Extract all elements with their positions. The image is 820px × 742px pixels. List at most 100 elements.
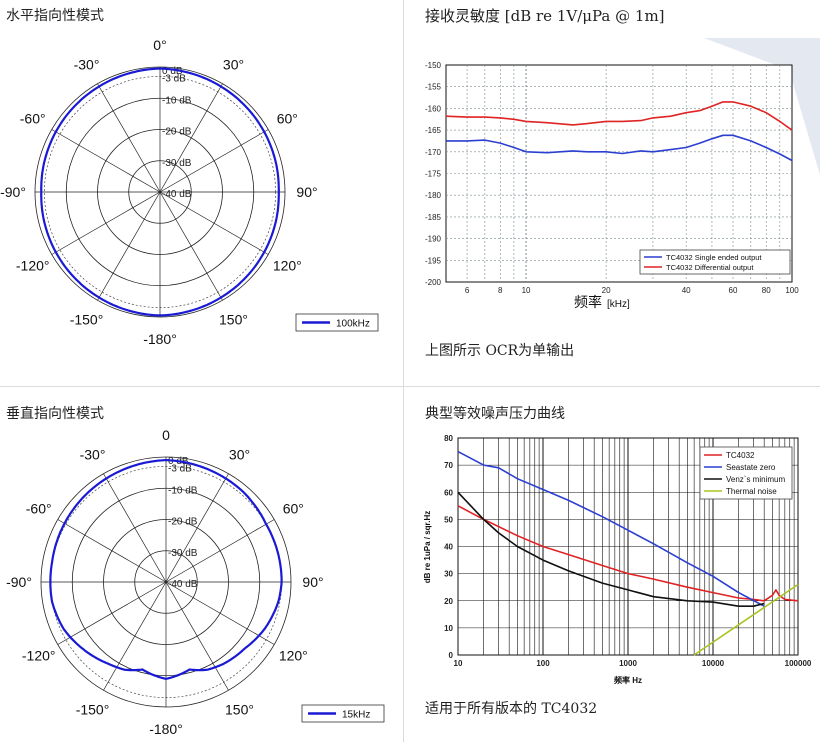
polar-legend-label: 100kHz	[336, 319, 370, 330]
y-tick-label: 60	[444, 488, 453, 497]
y-tick-label: -165	[425, 126, 442, 135]
radial-label: -10 dB	[168, 485, 198, 496]
polar-spoke	[57, 581, 167, 645]
angle-label: 0°	[153, 37, 166, 53]
y-tick-label: 50	[444, 515, 453, 524]
sensitivity-title: 接收灵敏度 [dB re 1V/μPa @ 1m]	[425, 7, 665, 25]
polar-spoke	[159, 191, 223, 301]
polar-spoke	[159, 83, 223, 193]
polar-spoke	[97, 191, 161, 301]
angle-label: -180°	[143, 331, 177, 347]
series-line	[457, 491, 765, 607]
polar-spoke	[97, 83, 161, 193]
angle-label: -150°	[76, 701, 110, 717]
angle-label: -30°	[74, 57, 100, 73]
y-tick-label: -190	[425, 235, 442, 244]
radial-label: -3 dB	[162, 73, 186, 84]
angle-label: 60°	[277, 111, 298, 127]
polar-spoke	[57, 519, 167, 583]
x-tick-label: 80	[762, 286, 771, 295]
y-axis-label: dB re 1uPa / sqr.Hz	[423, 511, 432, 583]
angle-label: -90°	[6, 574, 32, 590]
sensitivity-chart: -150 -155 -160 -165 -170 -175 -180 -185 -190 -195…	[425, 38, 820, 310]
polar-legend-box	[301, 704, 385, 723]
legend-label: TC4032	[726, 451, 755, 460]
polar-spoke	[165, 473, 229, 583]
y-tick-label: -170	[425, 148, 442, 157]
sensitivity-caption: 上图所示 OCR为单输出	[425, 343, 575, 359]
angle-label: -120°	[22, 648, 56, 664]
radial-label: -40 dB	[162, 189, 192, 200]
angle-label: 90°	[296, 184, 317, 200]
radial-label: -20 dB	[168, 517, 198, 528]
y-tick-label: -150	[425, 61, 442, 70]
x-axis-label: 频率 Hz	[614, 675, 642, 685]
polar-spoke	[51, 129, 161, 193]
angle-label: 120°	[273, 258, 302, 274]
y-tick-label: 40	[444, 543, 453, 552]
y-tick-label: -175	[425, 170, 442, 179]
x-tick-label: 10	[454, 659, 463, 668]
angle-label: -150°	[70, 311, 104, 327]
y-tick-label: 0	[449, 651, 454, 660]
angle-label: -90°	[0, 184, 26, 200]
series-line	[445, 101, 793, 131]
angle-label: -60°	[20, 111, 46, 127]
angle-label: 120°	[279, 648, 308, 664]
y-tick-label: 70	[444, 461, 453, 470]
radial-label: 0 dB	[162, 66, 183, 77]
polar-spoke	[103, 581, 167, 691]
x-tick-label: 20	[602, 286, 611, 295]
series-line	[457, 450, 765, 607]
radial-label: -10 dB	[162, 95, 192, 106]
legend-label: Venz`s minimum	[726, 475, 785, 484]
angle-label: -30°	[80, 447, 106, 463]
angle-label: 60°	[283, 501, 304, 517]
section-divider-horizontal	[0, 386, 820, 387]
horizontal-directivity-chart: 0 dB-3 dB -10 dB -20 dB -30 dB -40 dB 0° 30° 60…	[0, 37, 379, 347]
legend-label: Seastate zero	[726, 463, 776, 472]
x-tick-label: 8	[498, 286, 503, 295]
y-tick-label: 20	[444, 597, 453, 606]
radial-label: -20 dB	[162, 127, 192, 138]
series-line	[457, 505, 799, 602]
legend-label: Thermal noise	[726, 487, 777, 496]
legend-label: TC4032 Single ended output	[666, 253, 762, 262]
polar-spoke	[159, 129, 269, 193]
noise-caption: 适用于所有版本的 TC4032	[425, 701, 598, 717]
x-tick-label: 10000	[702, 659, 725, 668]
series-line	[446, 134, 793, 162]
x-tick-label: 60	[729, 286, 738, 295]
y-tick-label: -180	[425, 191, 442, 200]
radial-label: -30 dB	[162, 158, 192, 169]
x-tick-label: 40	[682, 286, 691, 295]
legend-box	[639, 249, 791, 275]
y-tick-label: -155	[425, 83, 442, 92]
angle-label: 150°	[225, 701, 254, 717]
y-tick-label: -200	[425, 278, 442, 287]
x-tick-label: 1000	[619, 659, 637, 668]
y-tick-label: 80	[444, 434, 453, 443]
x-tick-label: 10	[522, 286, 531, 295]
y-tick-label: 30	[444, 570, 453, 579]
x-tick-label: 100	[536, 659, 550, 668]
angle-label: 90°	[302, 574, 323, 590]
polar-series-line	[49, 458, 283, 681]
y-tick-label: -195	[425, 256, 442, 265]
radial-label: -40 dB	[168, 579, 198, 590]
x-axis-label: 频率	[574, 294, 602, 310]
polar-spoke	[165, 581, 229, 691]
section-divider-vertical	[403, 0, 404, 742]
angle-label: -120°	[16, 258, 50, 274]
polar-spoke	[103, 473, 167, 583]
x-tick-label: 100000	[785, 659, 812, 668]
x-tick-label: 100	[785, 286, 799, 295]
x-axis-unit: [kHz]	[607, 299, 630, 310]
polar-spoke	[159, 191, 269, 255]
angle-label: 0	[162, 427, 170, 443]
polar-legend-label: 15kHz	[342, 710, 370, 721]
x-tick-label: 6	[465, 286, 470, 295]
radial-label: -30 dB	[168, 548, 198, 559]
y-tick-label: -160	[425, 104, 442, 113]
angle-label: 150°	[219, 311, 248, 327]
